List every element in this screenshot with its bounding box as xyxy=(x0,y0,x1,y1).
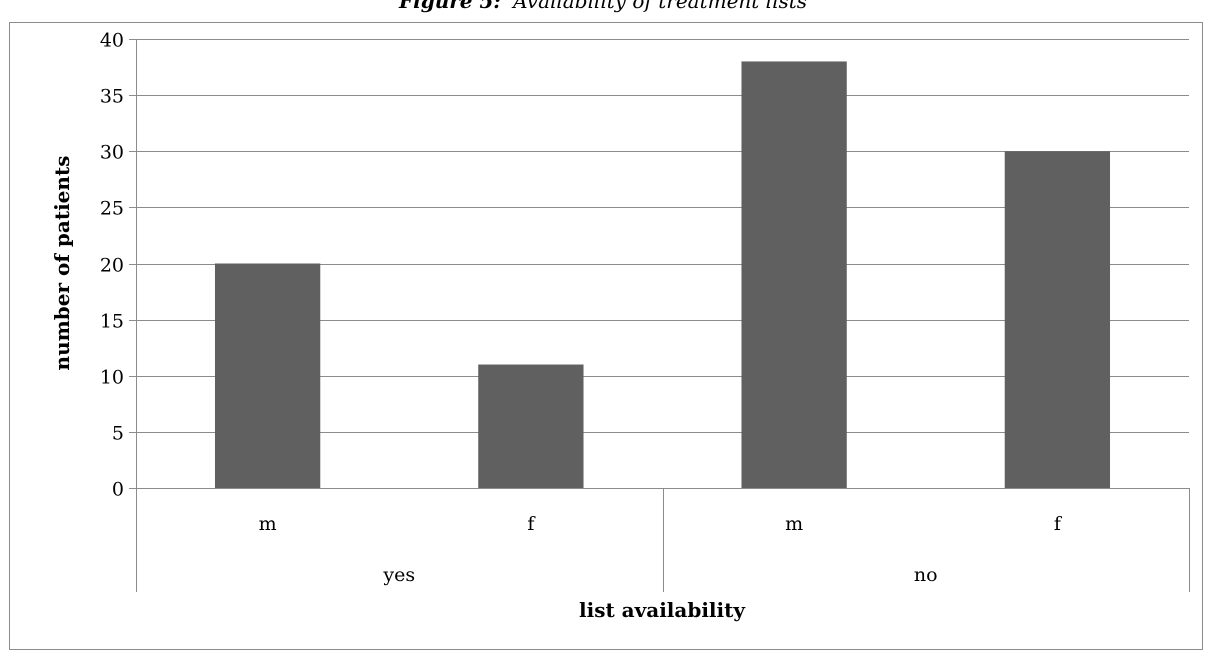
x-category-label: f xyxy=(1054,513,1063,535)
x-category-label: m xyxy=(259,513,277,535)
y-tick-label: 5 xyxy=(112,423,124,445)
y-tick-label: 25 xyxy=(100,198,124,220)
bar-no-m xyxy=(741,61,847,488)
y-tick-label: 10 xyxy=(100,367,124,389)
y-axis-ticks: 0 5 10 15 20 25 30 35 40 xyxy=(100,30,124,501)
y-tick-label: 20 xyxy=(100,255,124,277)
bars xyxy=(214,61,1111,488)
x-category-label: f xyxy=(527,513,536,535)
y-tick-label: 15 xyxy=(100,311,124,333)
y-tick-label: 35 xyxy=(100,86,124,108)
x-axis-title: list availability xyxy=(579,598,746,622)
bar-no-f xyxy=(1004,151,1111,488)
y-axis-title: number of patients xyxy=(50,156,74,371)
x-group-label: no xyxy=(914,564,938,586)
x-category-label: m xyxy=(785,513,803,535)
y-tick-label: 40 xyxy=(100,30,124,52)
bar-yes-f xyxy=(478,364,584,488)
x-axis: m f m f yes no xyxy=(136,488,1190,592)
figure-caption: Availability of treatment lists xyxy=(511,0,807,13)
figure-title: Figure 5: Availability of treatment list… xyxy=(398,0,807,13)
x-group-label: yes xyxy=(382,564,415,586)
bar-yes-m xyxy=(214,263,321,488)
y-tick-label: 30 xyxy=(100,142,124,164)
figure-label: Figure 5: xyxy=(398,0,501,13)
y-tick-label: 0 xyxy=(112,479,124,501)
